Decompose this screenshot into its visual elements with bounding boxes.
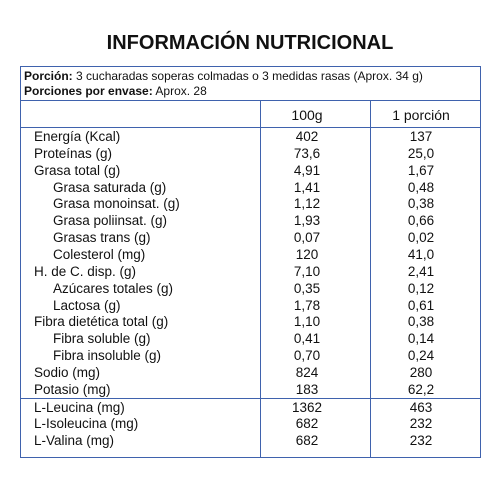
row-label: Fibra insoluble (g) — [53, 348, 162, 364]
column-divider — [370, 100, 371, 458]
cell-value: 2,41 — [407, 263, 435, 279]
cell-value: 0,66 — [407, 213, 435, 229]
servings-text: Aprox. 28 — [155, 84, 207, 98]
cell-value: 232 — [409, 416, 433, 432]
cell-value: 463 — [409, 399, 433, 415]
cell-value: 0,07 — [293, 230, 321, 246]
cell-value: 402 — [295, 129, 319, 144]
cell-value: 0,14 — [407, 331, 435, 347]
row-label: Fibra dietética total (g) — [34, 314, 169, 330]
cell-value: 73,6 — [293, 145, 321, 161]
cell-value: 1,12 — [293, 196, 321, 212]
cell-value: 232 — [409, 433, 433, 449]
cell-value: 0,61 — [407, 297, 435, 313]
border — [20, 457, 481, 458]
serving: Porción: 3 cucharadas soperas colmadas o… — [24, 69, 423, 83]
cell-value: 0,38 — [407, 196, 435, 212]
cell-value: 0,70 — [293, 348, 321, 364]
cell-value: 824 — [295, 364, 319, 380]
row-label: Sodio (mg) — [34, 364, 101, 380]
servings-label: Porciones por envase: — [24, 84, 153, 98]
row-label: Grasa poliinsat. (g) — [53, 213, 168, 229]
column-divider — [260, 100, 261, 458]
title: INFORMACIÓN NUTRICIONAL — [106, 32, 394, 54]
cell-value: 62,2 — [407, 381, 435, 397]
row-label: Grasas trans (g) — [53, 230, 151, 246]
divider — [20, 127, 481, 128]
cell-value: 0,41 — [293, 331, 321, 347]
cell-value: 41,0 — [407, 246, 435, 262]
cell-value: 1362 — [291, 399, 323, 415]
cell-value: 0,12 — [407, 280, 435, 296]
cell-value: 0,02 — [407, 230, 435, 246]
border — [480, 66, 481, 458]
border — [20, 66, 21, 458]
servings: Porciones por envase: Aprox. 28 — [24, 84, 207, 98]
divider — [20, 398, 481, 399]
cell-value: 0,38 — [407, 314, 435, 330]
row-label: Colesterol (mg) — [53, 246, 146, 262]
cell-value: 120 — [295, 246, 319, 262]
cell-value: 0,48 — [407, 179, 435, 195]
cell-value: 4,91 — [293, 162, 321, 178]
row-label: Grasa total (g) — [34, 162, 121, 178]
cell-value: 25,0 — [407, 145, 435, 161]
column-header: 100g — [291, 107, 323, 123]
row-label: Energía (Kcal) — [34, 129, 121, 144]
column-header: 1 porción — [392, 107, 450, 123]
serving-label: Porción: — [24, 69, 73, 83]
row-label: Proteínas (g) — [34, 145, 113, 161]
cell-value: 682 — [295, 416, 319, 432]
row-label: Grasa saturada (g) — [53, 179, 167, 195]
row-label: L-Isoleucina (mg) — [34, 416, 139, 432]
row-label: Potasio (mg) — [34, 381, 111, 397]
cell-value: 1,78 — [293, 297, 321, 313]
row-label: Grasa monoinsat. (g) — [53, 196, 180, 212]
cell-value: 1,67 — [407, 162, 435, 178]
cell-value: 1,10 — [293, 314, 321, 330]
border — [20, 66, 481, 67]
cell-value: 137 — [409, 129, 433, 144]
cell-value: 183 — [295, 381, 319, 397]
row-label: Lactosa (g) — [53, 297, 121, 313]
serving-text: 3 cucharadas soperas colmadas o 3 medida… — [76, 69, 423, 83]
cell-value: 1,41 — [293, 179, 321, 195]
cell-value: 0,35 — [293, 280, 321, 296]
divider — [20, 100, 481, 101]
row-label: H. de C. disp. (g) — [34, 263, 137, 279]
row-label: L-Leucina (mg) — [34, 399, 125, 415]
cell-value: 1,93 — [293, 213, 321, 229]
cell-value: 7,10 — [293, 263, 321, 279]
cell-value: 280 — [409, 364, 433, 380]
cell-value: 682 — [295, 433, 319, 449]
row-label: Fibra soluble (g) — [53, 331, 151, 347]
row-label: L-Valina (mg) — [34, 433, 115, 449]
row-label: Azúcares totales (g) — [53, 280, 174, 296]
cell-value: 0,24 — [407, 348, 435, 364]
